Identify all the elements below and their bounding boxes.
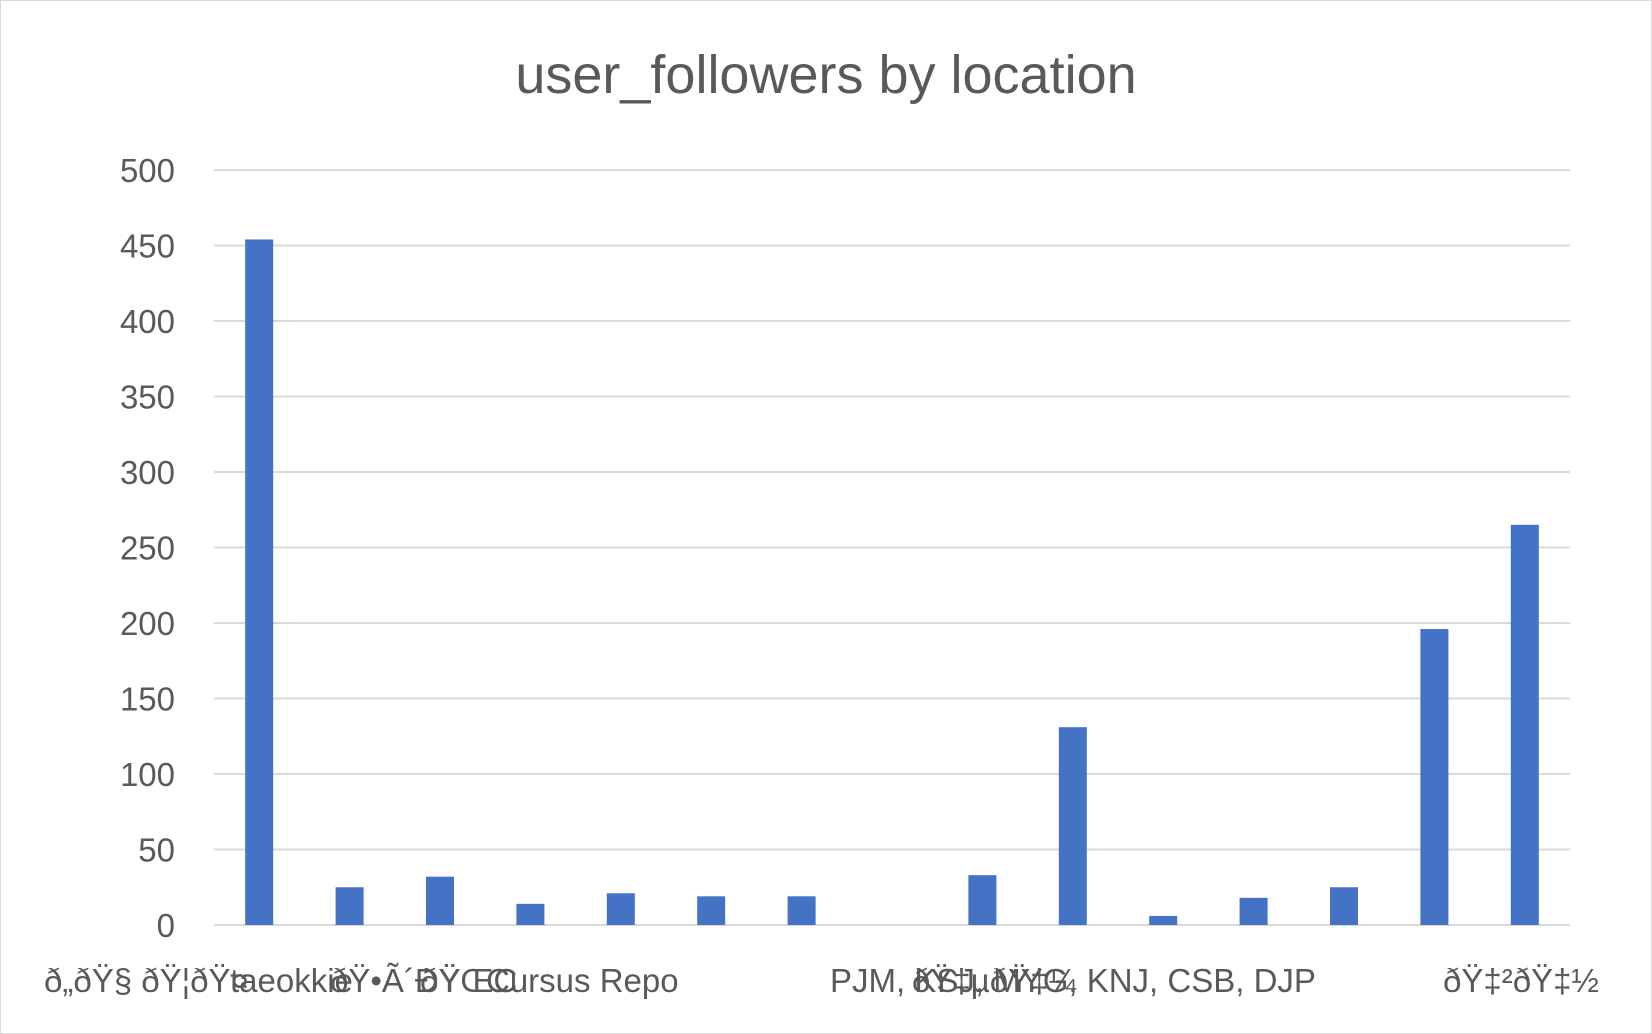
bar bbox=[968, 875, 997, 925]
chart-title: user_followers by location bbox=[515, 45, 1137, 105]
bar bbox=[245, 239, 274, 925]
bars bbox=[245, 239, 1539, 925]
bar bbox=[1330, 887, 1358, 925]
x-tick-label: ð„ðŸ§ ðŸ¦ðŸ¤ bbox=[44, 962, 249, 999]
bar bbox=[1510, 524, 1539, 925]
bar bbox=[335, 887, 364, 925]
y-tick-label: 250 bbox=[120, 530, 175, 567]
y-tick-label: 100 bbox=[120, 756, 175, 793]
y-axis-tick-labels: 0 50 100 150 200 250 300 350 400 450 500 bbox=[120, 152, 175, 944]
y-tick-label: 400 bbox=[120, 303, 175, 340]
y-tick-label: 450 bbox=[120, 228, 175, 265]
x-tick-label: ðŸ‡µðŸ‡¼ bbox=[912, 962, 1076, 999]
x-tick-label: ðŸŒC bbox=[420, 962, 517, 999]
bar bbox=[787, 896, 816, 925]
y-tick-label: 150 bbox=[120, 681, 175, 718]
x-tick-label: Cursus Repo bbox=[486, 962, 679, 999]
y-tick-label: 350 bbox=[120, 379, 175, 416]
gridlines bbox=[214, 169, 1570, 926]
y-tick-label: 50 bbox=[138, 832, 175, 869]
x-tick-label: ðŸ‡²ðŸ‡½ bbox=[1443, 962, 1599, 999]
bar bbox=[606, 893, 635, 925]
y-tick-label: 300 bbox=[120, 454, 175, 491]
x-tick-label: PJM, KSJ, MYG, KNJ, CSB, DJP bbox=[830, 962, 1316, 999]
x-tick-label: taeokkie bbox=[230, 962, 353, 999]
y-tick-label: 500 bbox=[120, 152, 175, 189]
y-tick-label: 200 bbox=[120, 605, 175, 642]
bar bbox=[1420, 629, 1449, 925]
x-tick-label: ðŸ•Ã´ÐŸ bbox=[330, 962, 461, 999]
bar bbox=[1149, 915, 1178, 925]
bar bbox=[1239, 897, 1268, 925]
x-axis-tick-labels: ð„ðŸ§ ðŸ¦ðŸ¤ taeokkie ðŸ•Ã´ÐŸ ðŸŒC Cursu… bbox=[44, 962, 1599, 999]
bar bbox=[516, 903, 545, 925]
bar bbox=[426, 876, 454, 925]
y-tick-label: 0 bbox=[157, 907, 175, 944]
bar bbox=[1058, 727, 1087, 925]
bar bbox=[697, 896, 726, 925]
